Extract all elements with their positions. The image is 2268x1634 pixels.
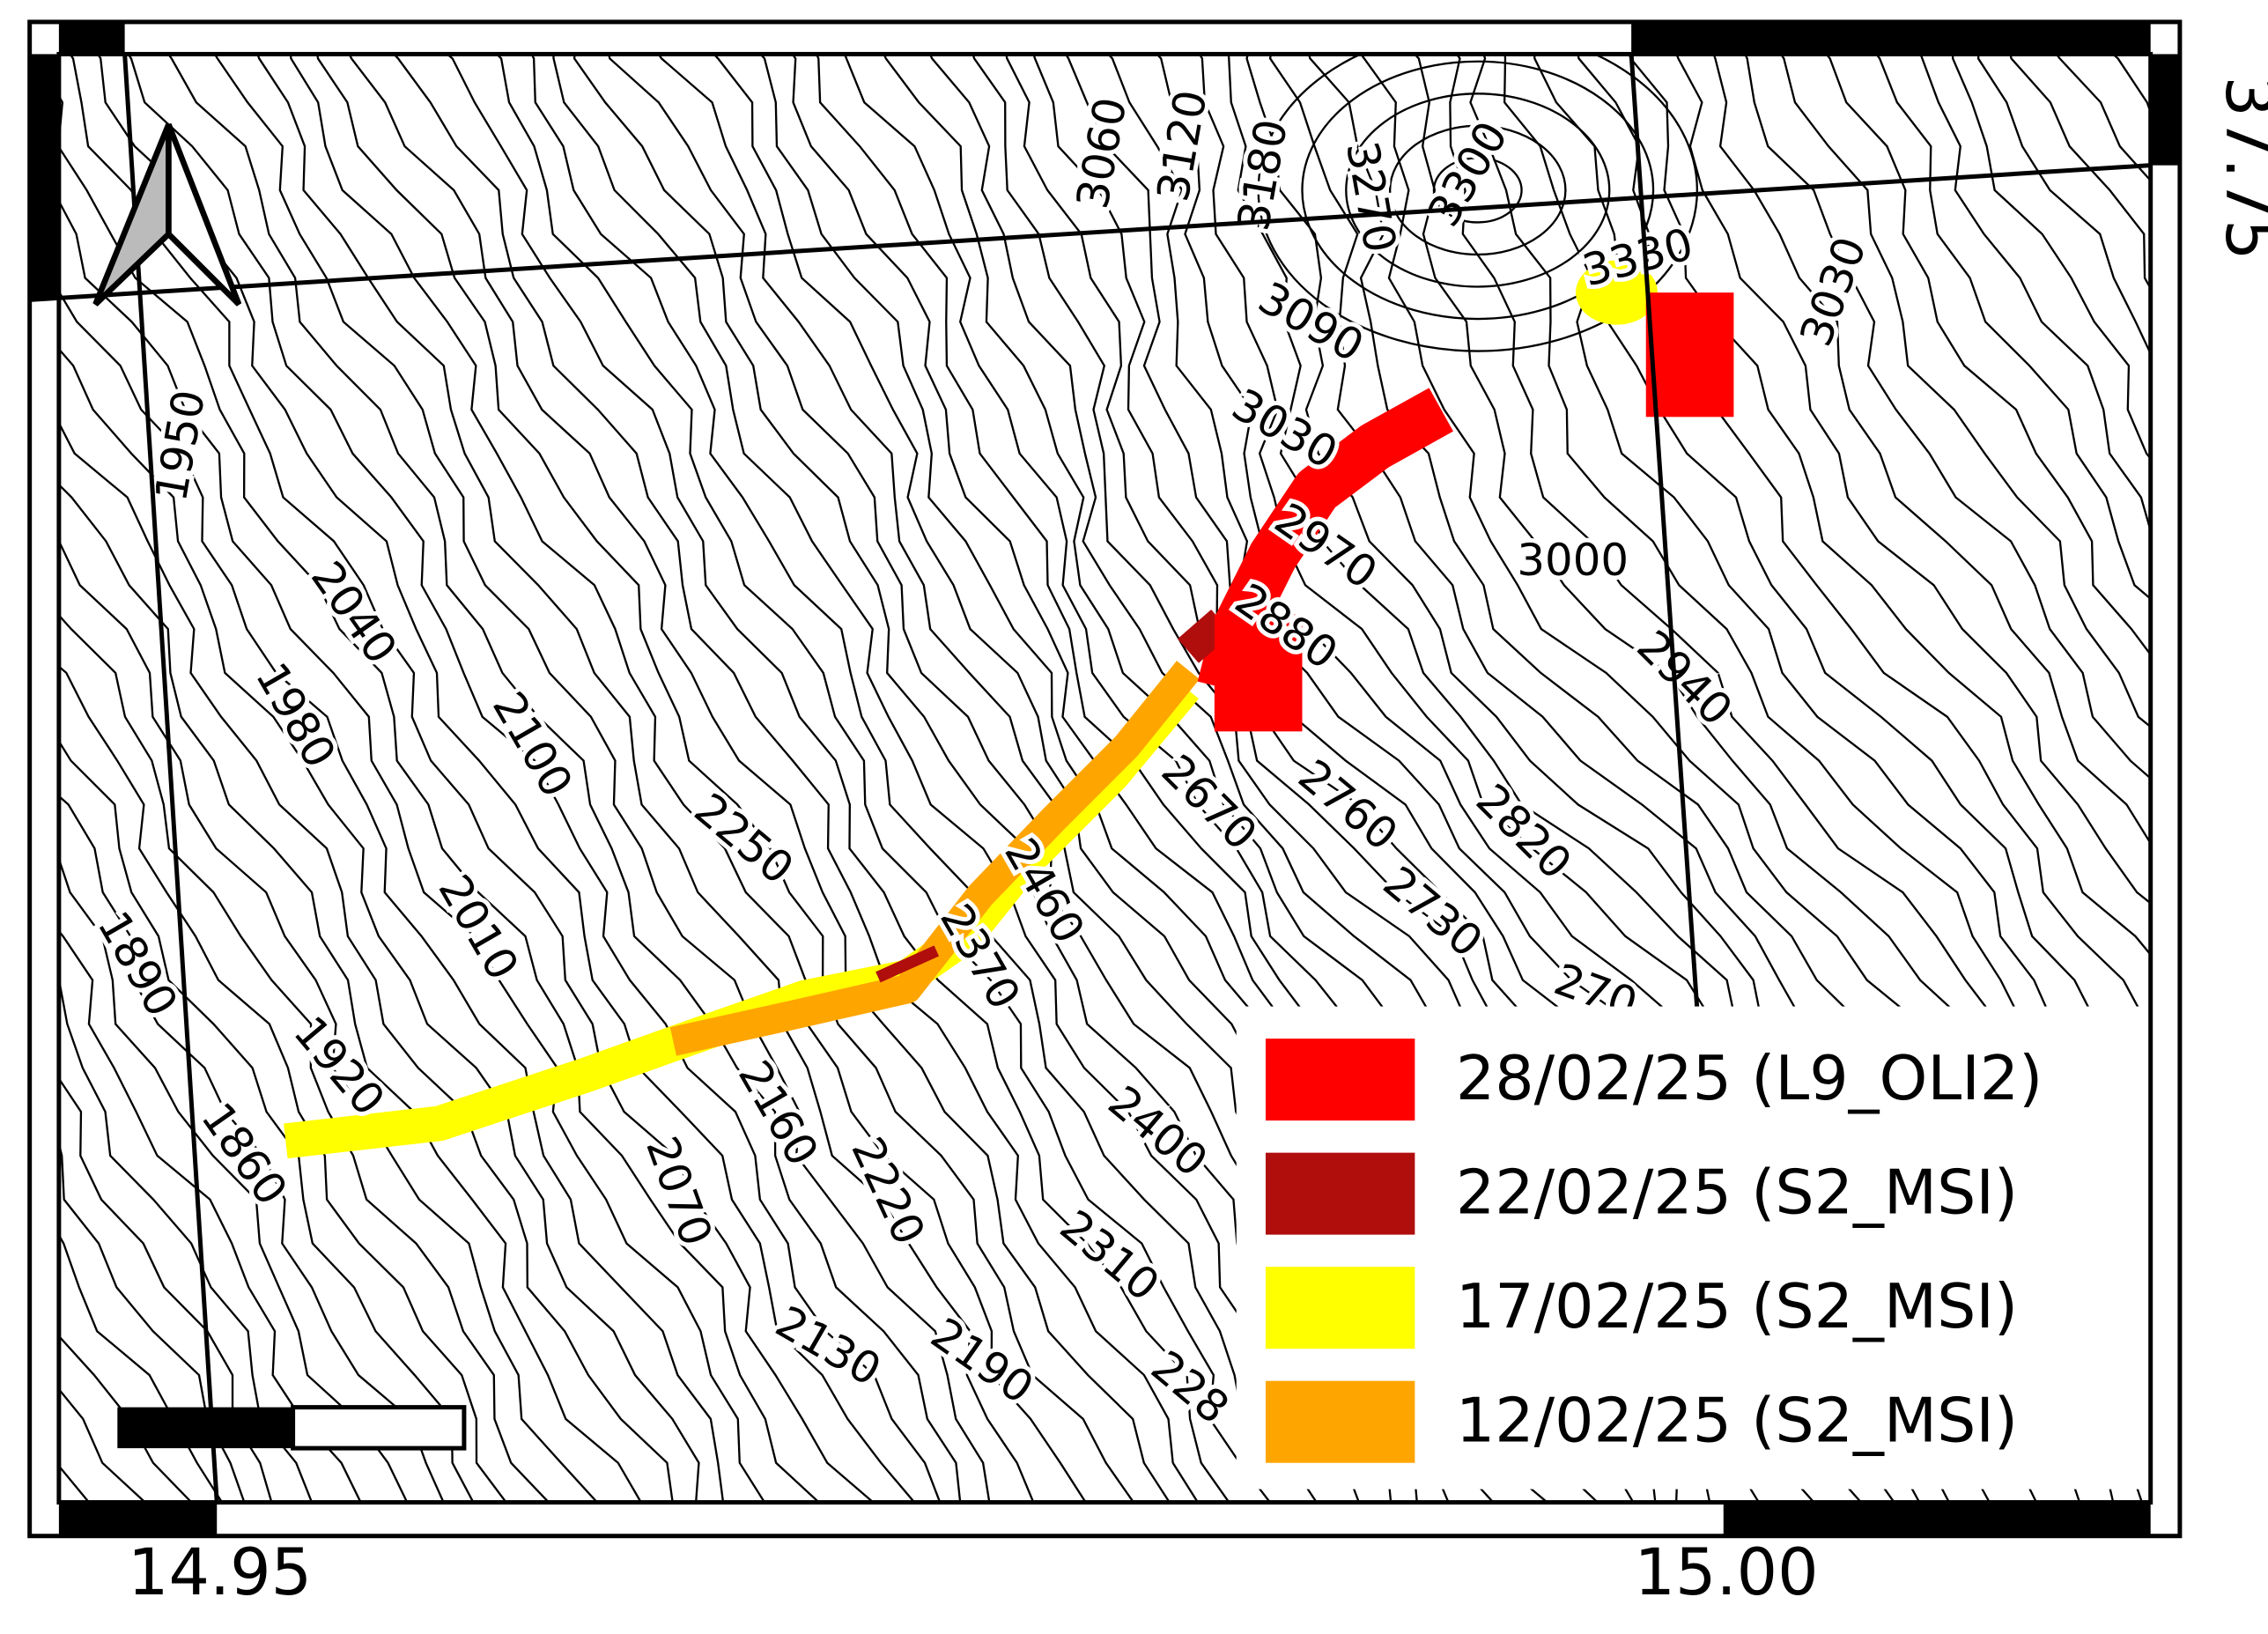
contour-line: [58, 420, 674, 1503]
legend-label: 28/02/25 (L9_OLI2): [1456, 1043, 2043, 1114]
contour-line: [58, 483, 643, 1503]
contour-line: [446, 54, 1230, 1503]
contour-line: [289, 54, 1088, 1503]
contour-line: [58, 739, 475, 1503]
lava-flow: [1214, 614, 1303, 732]
graticule-line: [29, 163, 2151, 302]
contour-line: [58, 978, 314, 1503]
contour-line: [58, 855, 409, 1503]
contour-line: [348, 54, 1171, 1503]
contour-line: [1744, 54, 2151, 780]
contour-line: [58, 665, 508, 1503]
contour-line: [1919, 54, 2151, 535]
contour-line: [213, 54, 991, 1503]
legend-label: 22/02/25 (S2_MSI): [1456, 1157, 2018, 1228]
contour-line: [2009, 54, 2151, 291]
contour-line: [1345, 92, 1611, 288]
graticule: [29, 54, 2151, 1503]
contour-line: [1628, 54, 2151, 957]
frame-segment: [2150, 54, 2180, 166]
north-arrow: [92, 122, 242, 307]
legend-swatch: [1265, 1039, 1415, 1121]
latitude-label: 37.75: [2211, 76, 2268, 260]
contour-line: [1825, 54, 2151, 657]
contour-line: [1257, 54, 1698, 352]
frame-segment: [1631, 21, 2151, 55]
longitude-label: 14.95: [128, 1535, 312, 1610]
longitude-label: 15.00: [1634, 1535, 1818, 1610]
lava-flow: [875, 945, 940, 983]
contour-line: [1503, 54, 2151, 1147]
contour-line: [58, 929, 362, 1503]
contour-line: [495, 54, 1272, 1503]
frame-inner: [56, 51, 2153, 1505]
contour-line: [166, 54, 962, 1503]
contour-line: [256, 54, 1035, 1503]
contour-line: [392, 54, 1200, 1503]
contour-line: [58, 1076, 273, 1503]
contour-line: [1976, 54, 2151, 357]
contour-line: [58, 539, 599, 1503]
contour-line: [58, 1232, 224, 1503]
contour-line: [58, 1139, 246, 1503]
contour-line: [1951, 54, 2151, 461]
lava-flow: [1576, 260, 1659, 325]
contour-line: [1388, 124, 1567, 256]
lava-flows: [284, 260, 1734, 1159]
contour-line: [1875, 54, 2151, 601]
contour-line: [58, 795, 445, 1503]
frame-outer: [27, 19, 2183, 1539]
contour-line: [58, 289, 725, 1503]
contour-line: [316, 54, 1135, 1503]
contour-line: [1301, 60, 1655, 321]
contour-line: [58, 613, 550, 1503]
lava-flow: [1645, 292, 1734, 418]
legend-swatch: [1265, 1380, 1415, 1463]
frame-segment: [58, 21, 125, 55]
contour-line: [127, 54, 942, 1503]
contour-line: [1449, 54, 2151, 1273]
frame-segment: [58, 1502, 218, 1536]
frame-segment: [29, 54, 59, 300]
contour-line: [58, 198, 766, 1503]
contour-label: 3000: [1517, 535, 1629, 586]
contour-line: [1712, 54, 2151, 846]
contour-line: [1469, 54, 2151, 1214]
contour-line: [1413, 54, 2151, 1357]
legend-label: 17/02/25 (S2_MSI): [1456, 1271, 2018, 1342]
contour-line: [58, 93, 821, 1503]
frame: [27, 19, 2183, 1539]
graticule-line: [1629, 54, 1700, 1010]
graticule-line: [122, 54, 219, 1503]
contour-line: [1533, 54, 2151, 1081]
scale-bar: [117, 1405, 467, 1451]
legend-swatch: [1265, 1267, 1415, 1349]
contour-line: [1675, 54, 2151, 905]
contour-line: [1432, 157, 1523, 224]
legend: 28/02/25 (L9_OLI2) 22/02/25 (S2_MSI) 17/02…: [1265, 1039, 2043, 1463]
contour-line: [58, 1335, 193, 1503]
contour-line: [1779, 54, 2151, 728]
legend-label: 12/02/25 (S2_MSI): [1456, 1386, 2018, 1457]
legend-swatch: [1265, 1152, 1415, 1235]
frame-segment: [1723, 1502, 2151, 1536]
lava-flow: [669, 661, 1200, 1056]
contour-line: [58, 347, 700, 1503]
